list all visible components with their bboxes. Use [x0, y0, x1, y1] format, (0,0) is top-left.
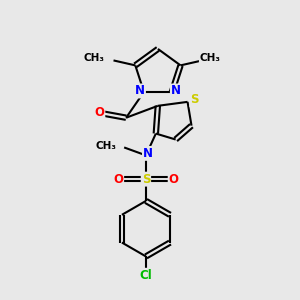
Text: N: N: [135, 85, 145, 98]
Text: S: S: [190, 93, 199, 106]
Text: CH₃: CH₃: [95, 141, 116, 152]
Text: N: N: [143, 147, 153, 160]
Text: N: N: [171, 85, 181, 98]
Text: O: O: [113, 172, 123, 186]
Text: S: S: [142, 172, 150, 186]
Text: CH₃: CH₃: [84, 53, 105, 63]
Text: O: O: [169, 172, 179, 186]
Text: CH₃: CH₃: [200, 53, 221, 63]
Text: Cl: Cl: [140, 269, 152, 282]
Text: O: O: [94, 106, 104, 119]
